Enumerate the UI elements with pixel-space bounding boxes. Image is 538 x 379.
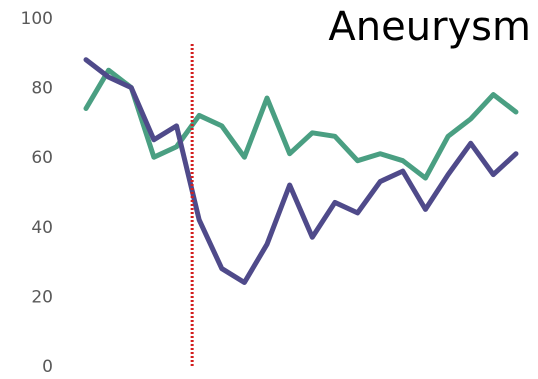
y-axis-tick-labels: 0 20 40 60 80 100	[21, 9, 53, 377]
y-tick-label: 0	[42, 357, 53, 377]
series-lines	[83, 57, 519, 285]
y-tick-label: 40	[31, 218, 53, 238]
chart-title: Aneurysm	[328, 4, 531, 50]
y-tick-label: 60	[31, 148, 53, 168]
y-tick-label: 100	[21, 9, 53, 29]
y-tick-label: 20	[31, 287, 53, 307]
series-line-2	[83, 57, 519, 285]
series-line-1	[83, 67, 519, 181]
y-tick-label: 80	[31, 79, 53, 99]
